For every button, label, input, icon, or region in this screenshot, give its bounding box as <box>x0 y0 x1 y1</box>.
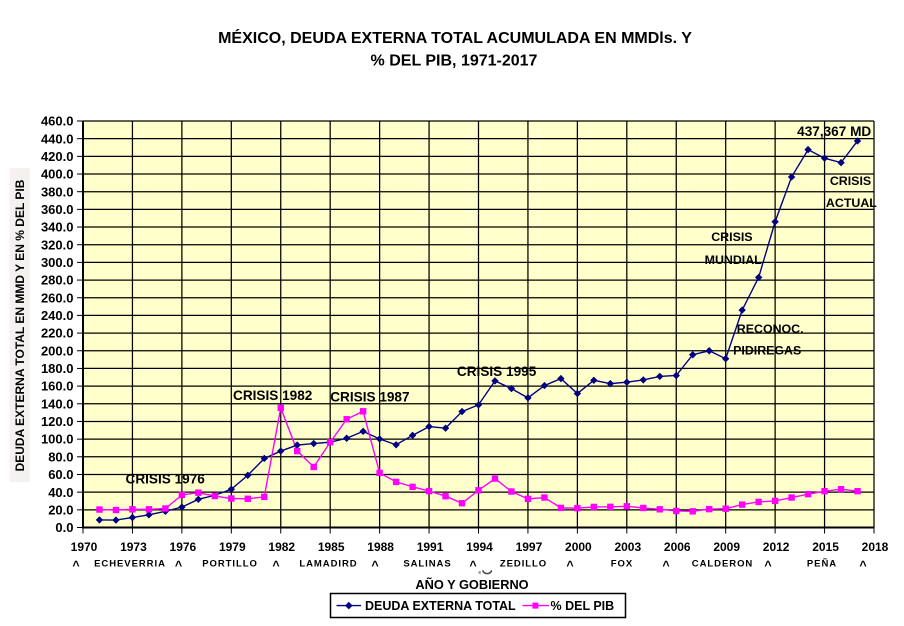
svg-text:CRISIS: CRISIS <box>711 230 752 244</box>
svg-text:240.0: 240.0 <box>41 308 74 323</box>
svg-text:320.0: 320.0 <box>41 237 74 252</box>
svg-text:20.0: 20.0 <box>48 502 73 517</box>
svg-text:2000: 2000 <box>565 540 592 554</box>
svg-text:^: ^ <box>371 559 379 573</box>
svg-text:280.0: 280.0 <box>41 273 74 288</box>
svg-text:RECONOC.: RECONOC. <box>737 322 804 336</box>
svg-text:CRISIS 1995: CRISIS 1995 <box>457 364 537 379</box>
svg-text:ECHEVERRIA: ECHEVERRIA <box>94 559 166 570</box>
svg-text:2009: 2009 <box>713 540 740 554</box>
svg-text:340.0: 340.0 <box>41 220 74 235</box>
svg-text:^: ^ <box>72 559 80 573</box>
svg-text:% DEL PIB, 1971-2017: % DEL PIB, 1971-2017 <box>371 53 538 70</box>
svg-text:1979: 1979 <box>219 540 246 554</box>
svg-text:^: ^ <box>662 559 670 573</box>
svg-text:PIDIREGAS: PIDIREGAS <box>733 343 801 357</box>
svg-text:1988: 1988 <box>367 540 394 554</box>
svg-text:1970: 1970 <box>71 540 98 554</box>
svg-text:260.0: 260.0 <box>41 290 74 305</box>
svg-text:1982: 1982 <box>268 540 295 554</box>
svg-text:1997: 1997 <box>516 540 543 554</box>
svg-text:420.0: 420.0 <box>41 149 74 164</box>
svg-text:1973: 1973 <box>120 540 147 554</box>
svg-text:400.0: 400.0 <box>41 167 74 182</box>
svg-text:^: ^ <box>566 559 574 573</box>
svg-text:0.0: 0.0 <box>55 520 73 535</box>
svg-text:^: ^ <box>859 559 867 573</box>
svg-text:220.0: 220.0 <box>41 326 74 341</box>
svg-text:CRISIS 1982: CRISIS 1982 <box>233 388 313 403</box>
svg-text:CRISIS: CRISIS <box>830 174 871 188</box>
svg-text:1991: 1991 <box>417 540 444 554</box>
svg-text:CALDERON: CALDERON <box>692 559 753 570</box>
svg-text:2015: 2015 <box>812 540 839 554</box>
svg-text:160.0: 160.0 <box>41 379 74 394</box>
svg-text:DEUDA EXTERNA TOTAL EN MMD Y E: DEUDA EXTERNA TOTAL EN MMD Y EN % DEL PI… <box>13 179 27 471</box>
svg-text:PORTILLO: PORTILLO <box>202 559 258 570</box>
svg-text:^: ^ <box>469 559 477 573</box>
svg-text:SALINAS: SALINAS <box>403 559 451 570</box>
svg-text:80.0: 80.0 <box>48 449 73 464</box>
svg-text:CRISIS 1976: CRISIS 1976 <box>126 472 206 487</box>
svg-text:^: ^ <box>272 559 280 573</box>
svg-text:CRISIS 1987: CRISIS 1987 <box>330 390 409 405</box>
svg-text:DEUDA EXTERNA TOTAL: DEUDA EXTERNA TOTAL <box>365 599 516 613</box>
svg-text:1976: 1976 <box>170 540 197 554</box>
svg-text:2012: 2012 <box>763 540 790 554</box>
svg-text:440.0: 440.0 <box>41 131 74 146</box>
svg-text:300.0: 300.0 <box>41 255 74 270</box>
svg-text:ZEDILLO: ZEDILLO <box>500 559 547 570</box>
svg-text:360.0: 360.0 <box>41 202 74 217</box>
svg-text:1985: 1985 <box>318 540 345 554</box>
svg-text:% DEL PIB: % DEL PIB <box>551 599 615 613</box>
svg-text:^: ^ <box>764 559 772 573</box>
svg-text:437,367 MD: 437,367 MD <box>797 124 871 139</box>
svg-text:MÉXICO, DEUDA EXTERNA TOTAL AC: MÉXICO, DEUDA EXTERNA TOTAL ACUMULADA EN… <box>218 28 692 47</box>
svg-text:2003: 2003 <box>614 540 641 554</box>
svg-text:1994: 1994 <box>466 540 493 554</box>
svg-text:ACTUAL: ACTUAL <box>826 196 877 210</box>
svg-text:40.0: 40.0 <box>48 485 73 500</box>
svg-text:380.0: 380.0 <box>41 184 74 199</box>
svg-text:MUNDIAL: MUNDIAL <box>705 253 763 267</box>
svg-text:140.0: 140.0 <box>41 396 74 411</box>
svg-text:100.0: 100.0 <box>41 432 74 447</box>
svg-text:180.0: 180.0 <box>41 361 74 376</box>
svg-text:PEÑA: PEÑA <box>807 559 837 570</box>
svg-text:60.0: 60.0 <box>48 467 73 482</box>
svg-text:200.0: 200.0 <box>41 343 74 358</box>
svg-text:AÑO Y GOBIERNO: AÑO Y GOBIERNO <box>415 577 528 592</box>
svg-text:2018: 2018 <box>862 540 889 554</box>
svg-text:460.0: 460.0 <box>41 114 74 129</box>
svg-text:^: ^ <box>175 559 183 573</box>
svg-text:FOX: FOX <box>611 559 633 570</box>
svg-text:2006: 2006 <box>664 540 691 554</box>
svg-text:LAMADIRD: LAMADIRD <box>299 559 357 570</box>
svg-text:120.0: 120.0 <box>41 414 74 429</box>
